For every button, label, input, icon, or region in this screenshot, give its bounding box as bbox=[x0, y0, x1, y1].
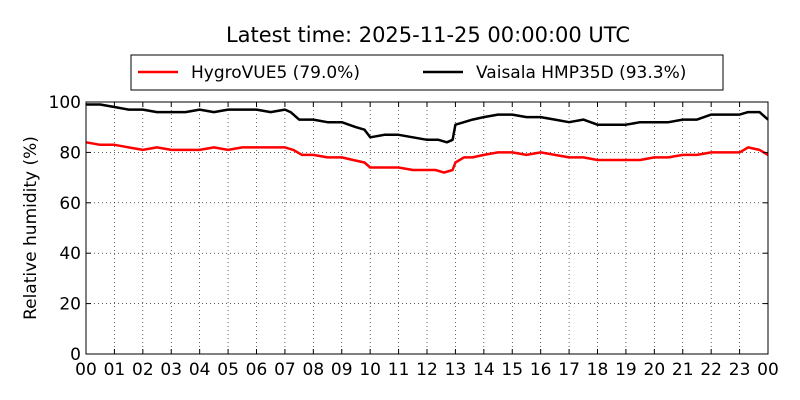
x-tick-label: 01 bbox=[104, 360, 126, 380]
y-tick-label: 0 bbox=[70, 345, 81, 365]
x-tick-label: 20 bbox=[644, 360, 666, 380]
x-tick-label: 06 bbox=[246, 360, 268, 380]
series-line-vaisala bbox=[86, 103, 769, 144]
x-tick-label: 08 bbox=[303, 360, 325, 380]
x-tick-label: 00 bbox=[757, 360, 779, 380]
series-line-hygrovue5 bbox=[85, 141, 769, 174]
x-tick-label: 02 bbox=[132, 360, 154, 380]
x-tick-label: 18 bbox=[587, 360, 609, 380]
x-tick-label: 14 bbox=[473, 360, 495, 380]
x-tick-label: 15 bbox=[501, 360, 523, 380]
x-tick-label: 23 bbox=[729, 360, 751, 380]
legend-label-hygrovue5: HygroVUE5 (79.0%) bbox=[191, 63, 360, 83]
y-tick-label: 40 bbox=[59, 244, 81, 264]
x-tick-label: 10 bbox=[359, 360, 381, 380]
x-tick-label: 12 bbox=[416, 360, 438, 380]
y-tick-label: 100 bbox=[49, 93, 81, 113]
x-tick-label: 11 bbox=[388, 360, 410, 380]
legend: HygroVUE5 (79.0%) Vaisala HMP35D (93.3%) bbox=[130, 54, 724, 91]
y-tick-label: 60 bbox=[59, 194, 81, 214]
x-tick-label: 09 bbox=[331, 360, 353, 380]
x-tick-label: 21 bbox=[672, 360, 694, 380]
x-tick-label: 19 bbox=[615, 360, 637, 380]
y-tick-labels: 0 20 40 60 80 100 bbox=[49, 93, 81, 365]
x-tick-label: 22 bbox=[700, 360, 722, 380]
x-tick-label: 00 bbox=[75, 360, 97, 380]
legend-label-vaisala: Vaisala HMP35D (93.3%) bbox=[476, 63, 686, 83]
x-tick-label: 07 bbox=[274, 360, 296, 380]
y-tick-label: 20 bbox=[59, 295, 81, 315]
x-tick-labels: 00 01 02 03 04 05 06 07 08 09 10 11 12 13 14 15 16 17 18 19… bbox=[75, 360, 779, 380]
series-layer bbox=[85, 103, 769, 174]
y-tick-label: 80 bbox=[59, 143, 81, 163]
x-tick-label: 05 bbox=[217, 360, 239, 380]
x-tick-label: 13 bbox=[445, 360, 467, 380]
x-tick-label: 03 bbox=[160, 360, 182, 380]
grid bbox=[86, 102, 768, 354]
x-tick-label: 04 bbox=[189, 360, 211, 380]
ticks bbox=[85, 101, 769, 355]
y-axis-label: Relative humidity (%) bbox=[21, 136, 41, 320]
x-tick-label: 17 bbox=[558, 360, 580, 380]
chart-title: Latest time: 2025-11-25 00:00:00 UTC bbox=[226, 23, 630, 47]
x-tick-label: 16 bbox=[530, 360, 552, 380]
